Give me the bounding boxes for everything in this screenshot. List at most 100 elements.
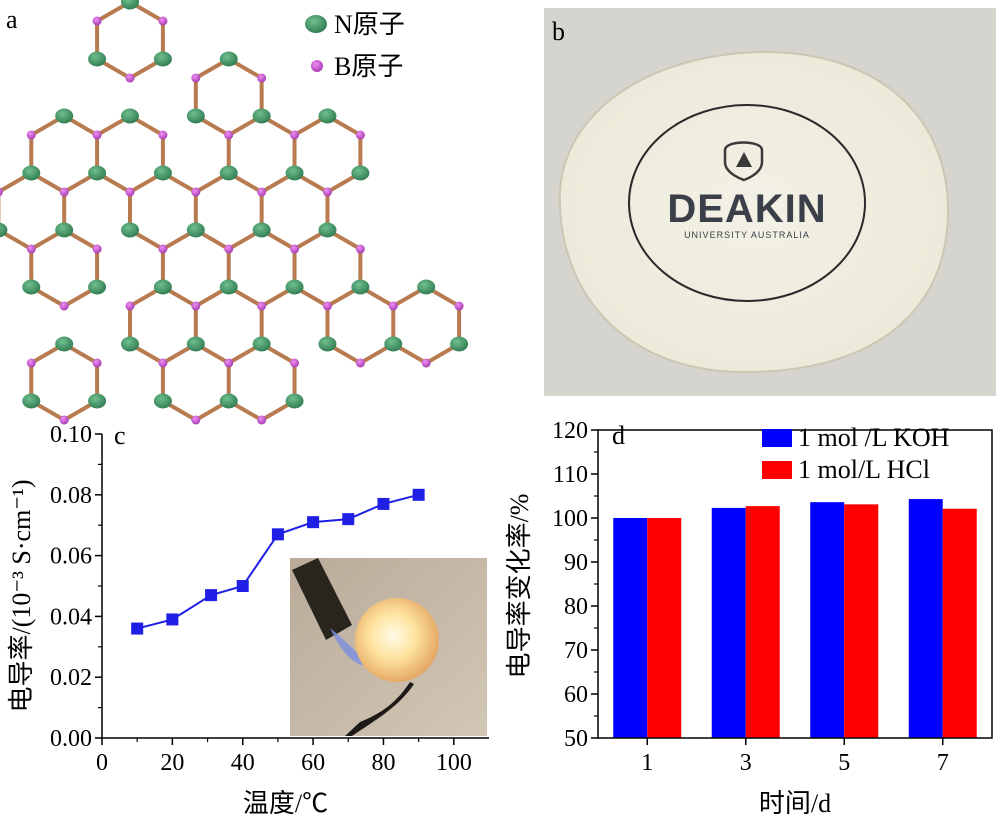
- c-x-tick-label: 100: [436, 750, 472, 776]
- c-y-tick-label: 0.00: [50, 726, 92, 752]
- panel-c-letter: c: [114, 421, 126, 450]
- b-atom-icon: [125, 73, 135, 83]
- n-atom-icon: [450, 336, 469, 352]
- b-atom-icon: [355, 130, 365, 140]
- n-atom-icon: [285, 165, 304, 181]
- n-atom-icon: [121, 222, 139, 238]
- n-atom-icon: [22, 393, 41, 409]
- b-atom-icon: [59, 187, 69, 197]
- n-atom-icon: [186, 222, 205, 238]
- d-bar: [745, 506, 780, 738]
- b-atom-icon: [191, 187, 201, 197]
- n-atom-icon: [351, 279, 370, 295]
- c-data-point: [412, 488, 425, 501]
- panel-d-axes: 1 3 5 7 50 60 70 80 90 100 110 120 时间/d 电导率变化率/%: [505, 418, 993, 818]
- atom-legend: N原子 B原子: [305, 10, 405, 81]
- b-atom-icon: [224, 244, 234, 254]
- panel-d-legend: 1 mol /L KOH 1 mol/L HCl: [762, 423, 950, 484]
- b-atom-icon: [158, 16, 168, 26]
- n-atom-icon: [88, 165, 107, 181]
- lattice-atoms: [0, 0, 469, 425]
- n-atom-icon: [88, 279, 107, 295]
- b-atom-icon: [224, 358, 234, 368]
- n-atom-icon: [153, 279, 172, 295]
- b-atom-icon: [191, 73, 201, 83]
- d-x-tick-label: 3: [740, 750, 752, 776]
- c-y-tick-label: 0.02: [50, 665, 92, 691]
- b-atom-icon: [257, 187, 267, 197]
- d-bar: [613, 518, 648, 738]
- b-atom-icon: [290, 244, 300, 254]
- d-bar: [810, 502, 845, 738]
- d-y-tick-label: 80: [564, 594, 588, 620]
- b-atom-icon: [125, 301, 135, 311]
- panel-a-lattice: a N原子 B原子: [0, 0, 469, 425]
- d-bar: [942, 508, 977, 738]
- d-y-tick-label: 120: [552, 418, 588, 444]
- logo-text: DEAKIN: [667, 187, 826, 231]
- b-atom-icon: [454, 301, 464, 311]
- c-data-point: [131, 622, 144, 635]
- panel-c-conductivity-chart: c 0 20 40 60 80 100 0.00 0.02 0.04 0.06 0.08 0.10 温度…: [7, 421, 489, 818]
- d-x-tick-label: 7: [937, 750, 949, 776]
- n-atom-icon: [0, 222, 8, 238]
- b-atom-icon: [26, 244, 36, 254]
- c-x-tick-label: 0: [96, 750, 108, 776]
- c-x-tick-label: 80: [371, 750, 395, 776]
- panel-d-stability-chart: d 1 3 5 7 50 60 70 80 90 100 110 120 时间/d 电导率变化率/% 1 …: [505, 418, 993, 818]
- c-data-point: [236, 580, 249, 592]
- d-bar: [844, 504, 879, 738]
- n-atom-icon: [121, 108, 139, 124]
- d-y-tick-label: 110: [553, 462, 588, 488]
- b-atom-icon: [125, 187, 135, 197]
- n-atom-icon: [88, 393, 107, 409]
- c-y-axis-label: 电导率/(10⁻³ S·cm⁻¹): [7, 480, 36, 713]
- b-atom-icon: [158, 244, 168, 254]
- b-atom-icon: [322, 187, 332, 197]
- legend-b-atom-label: B原子: [334, 52, 403, 81]
- d-bar: [711, 507, 746, 738]
- c-x-tick-label: 60: [301, 750, 325, 776]
- b-atom-icon: [26, 130, 36, 140]
- n-atom-icon: [252, 108, 271, 124]
- n-atom-icon: [285, 279, 304, 295]
- d-y-tick-label: 50: [564, 726, 588, 752]
- n-atom-icon: [351, 165, 370, 181]
- d-x-tick-label: 1: [641, 750, 653, 776]
- d-y-tick-label: 90: [564, 550, 588, 576]
- c-x-tick-label: 20: [160, 750, 184, 776]
- film-disk: [558, 50, 950, 374]
- d-x-tick-label: 5: [838, 750, 850, 776]
- legend-n-atom-label: N原子: [334, 10, 405, 39]
- n-atom-icon: [121, 336, 139, 352]
- d-legend-label: 1 mol /L KOH: [798, 423, 950, 452]
- n-atom-icon: [417, 279, 436, 295]
- b-atom-icon: [59, 301, 69, 311]
- n-atom-icon: [22, 165, 41, 181]
- b-atom-icon: [92, 16, 102, 26]
- b-atom-icon: [290, 130, 300, 140]
- b-atom-icon: [290, 358, 300, 368]
- b-atom-icon: [224, 130, 234, 140]
- b-atom-icon: [257, 415, 267, 425]
- n-atom-icon: [285, 393, 304, 409]
- n-atom-icon: [384, 336, 403, 352]
- n-atom-icon: [186, 336, 205, 352]
- panel-b-photo: DEAKIN UNIVERSITY AUSTRALIA b: [544, 8, 996, 396]
- d-x-axis-label: 时间/d: [759, 789, 831, 818]
- panel-b-letter: b: [552, 17, 565, 46]
- b-atom-icon: [388, 301, 398, 311]
- d-y-tick-label: 70: [564, 638, 588, 664]
- d-y-tick-label: 60: [564, 682, 588, 708]
- n-atom-icon: [153, 393, 172, 409]
- b-atom-icon: [26, 358, 36, 368]
- n-atom-icon: [252, 222, 271, 238]
- c-y-tick-label: 0.10: [50, 422, 92, 448]
- b-atom-icon: [59, 415, 69, 425]
- film-circle-outline: [628, 104, 866, 302]
- c-data-point: [205, 589, 218, 602]
- logo-subtext: UNIVERSITY AUSTRALIA: [684, 230, 810, 240]
- b-atom-icon: [322, 301, 332, 311]
- n-atom-icon: [121, 0, 139, 10]
- panel-c-axes: 0 20 40 60 80 100 0.00 0.02 0.04 0.06 0.08 0.10 温度/℃…: [7, 422, 489, 818]
